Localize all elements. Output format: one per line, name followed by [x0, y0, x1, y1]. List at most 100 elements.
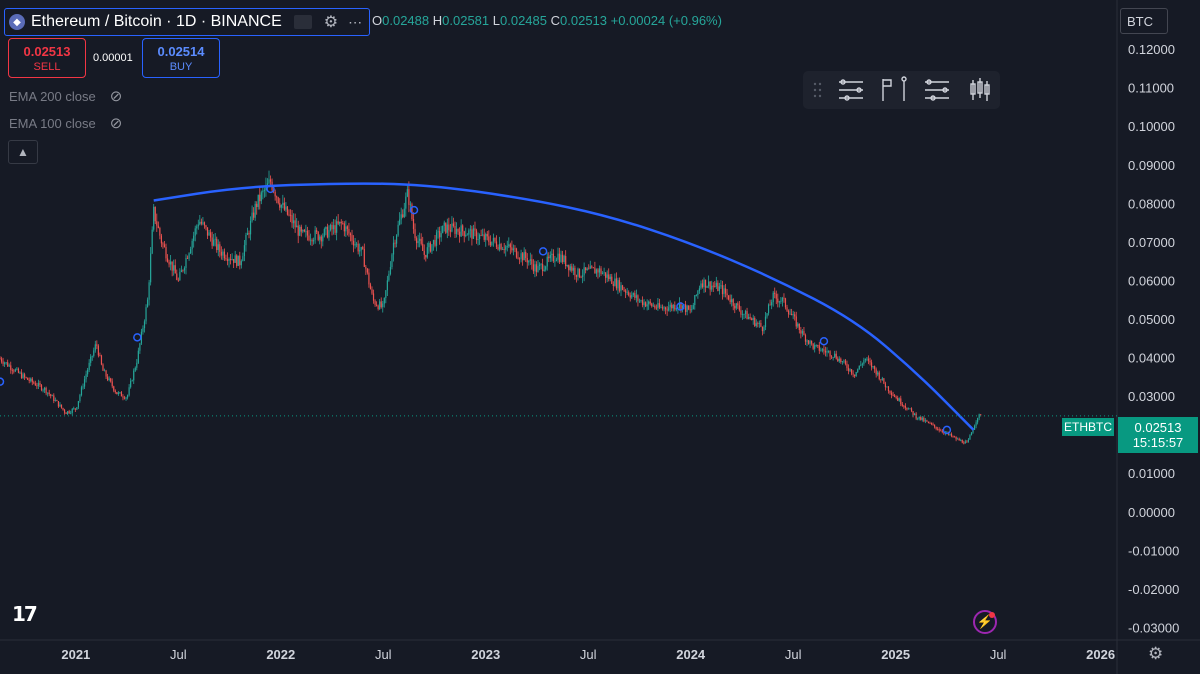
eye-hidden-icon[interactable]: ⊘	[109, 115, 123, 132]
candle-body	[921, 417, 923, 420]
y-tick-label: -0.02000	[1128, 582, 1179, 597]
candle-body	[612, 283, 614, 286]
candle-body	[774, 292, 776, 295]
candle-body	[840, 358, 842, 362]
candle-body	[906, 407, 908, 410]
candle-body	[345, 226, 347, 232]
candle-body	[889, 391, 891, 393]
candle-body	[63, 409, 66, 413]
candle-body	[643, 302, 645, 306]
gear-icon[interactable]: ⚙	[323, 14, 339, 31]
candle-body	[329, 224, 332, 231]
candle-body	[787, 310, 790, 315]
candle-body	[489, 241, 491, 246]
settings-icon[interactable]: ⚙	[1148, 644, 1164, 663]
candles-icon[interactable]	[970, 78, 990, 101]
candle-body	[122, 396, 124, 398]
candle-body	[904, 405, 906, 408]
candle-body	[691, 309, 693, 311]
eye-hidden-icon[interactable]: ⊘	[109, 88, 123, 105]
candle-body	[292, 220, 295, 224]
symbol-options-icon[interactable]	[293, 15, 312, 29]
candle-body	[777, 298, 779, 303]
candle-body	[206, 227, 209, 236]
candle-body	[966, 441, 968, 443]
candle-body	[452, 223, 455, 227]
candle-body	[844, 360, 847, 364]
candle-body	[940, 430, 942, 432]
symbol-legend[interactable]: ◆ Ethereum / Bitcoin · 1D · BINANCE ⚙ ⋯	[4, 8, 371, 36]
candle-body	[621, 285, 624, 290]
candle-body	[294, 220, 296, 228]
candle-body	[391, 254, 393, 268]
candle-body	[245, 234, 247, 246]
candle-body	[549, 255, 551, 259]
candle-body	[194, 228, 196, 236]
candle-body	[208, 232, 210, 236]
last-price-value: 0.02513	[1134, 420, 1182, 435]
candle-body	[322, 236, 324, 242]
tradingview-logo-icon[interactable]: 17	[12, 602, 38, 626]
candle-body	[276, 196, 278, 198]
candle-body	[515, 248, 518, 258]
candle-body	[512, 248, 515, 251]
candle-body	[5, 362, 7, 364]
candle-body	[437, 231, 439, 233]
candle-body	[531, 259, 533, 265]
candle-body	[328, 230, 330, 238]
candle-body	[754, 317, 756, 326]
drawing-toolbar[interactable]	[803, 71, 1000, 109]
flash-icon[interactable]: ⚡	[973, 610, 997, 634]
candle-body	[740, 310, 742, 315]
candle-body	[73, 408, 75, 410]
candle-body	[478, 235, 481, 240]
candle-body	[454, 226, 456, 234]
candle-body	[366, 268, 368, 273]
candle-body	[303, 229, 305, 232]
candle-body	[399, 219, 401, 225]
candle-body	[337, 221, 339, 224]
candle-body	[154, 206, 156, 222]
candle-body	[594, 267, 596, 274]
candle-body	[146, 299, 149, 308]
currency-button[interactable]: BTC	[1120, 8, 1168, 34]
candle-body	[486, 234, 488, 237]
candle-body	[801, 331, 803, 334]
candle-body	[609, 276, 611, 280]
symbol-title[interactable]: Ethereum / Bitcoin · 1D · BINANCE	[31, 13, 282, 30]
candle-body	[875, 369, 877, 375]
candle-body	[346, 226, 348, 229]
candle-body	[551, 253, 553, 256]
indicator-ema-100[interactable]: EMA 100 close ⊘	[9, 114, 122, 132]
candle-body	[537, 266, 539, 273]
candle-body	[51, 395, 53, 397]
candle-body	[411, 204, 413, 220]
candle-body	[116, 392, 118, 395]
candle-body	[694, 295, 696, 306]
candle-body	[598, 268, 601, 273]
y-tick-label: 0.00000	[1128, 505, 1175, 520]
candle-body	[53, 395, 55, 401]
more-icon[interactable]: ⋯	[348, 13, 364, 30]
sell-button[interactable]: 0.02513 SELL	[8, 38, 86, 78]
object-settings-icon[interactable]	[925, 79, 949, 101]
candle-body	[80, 387, 83, 396]
candle-body	[700, 283, 702, 289]
drag-handle-icon[interactable]	[813, 82, 822, 98]
candle-body	[348, 228, 350, 234]
candle-body	[114, 390, 116, 393]
candle-body	[894, 395, 896, 398]
sell-price: 0.02513	[23, 43, 71, 59]
collapse-legend-button[interactable]: ▲	[8, 140, 38, 164]
candle-body	[102, 364, 104, 371]
flag-line-icon[interactable]	[882, 76, 907, 101]
trend-settings-icon[interactable]	[839, 79, 863, 101]
candle-body	[128, 387, 130, 396]
candle-body	[497, 246, 499, 250]
indicator-ema-200[interactable]: EMA 200 close ⊘	[9, 87, 122, 105]
candle-body	[923, 417, 925, 422]
notification-dot	[989, 612, 995, 618]
buy-button[interactable]: 0.02514 BUY	[142, 38, 220, 78]
candle-body	[312, 239, 315, 242]
